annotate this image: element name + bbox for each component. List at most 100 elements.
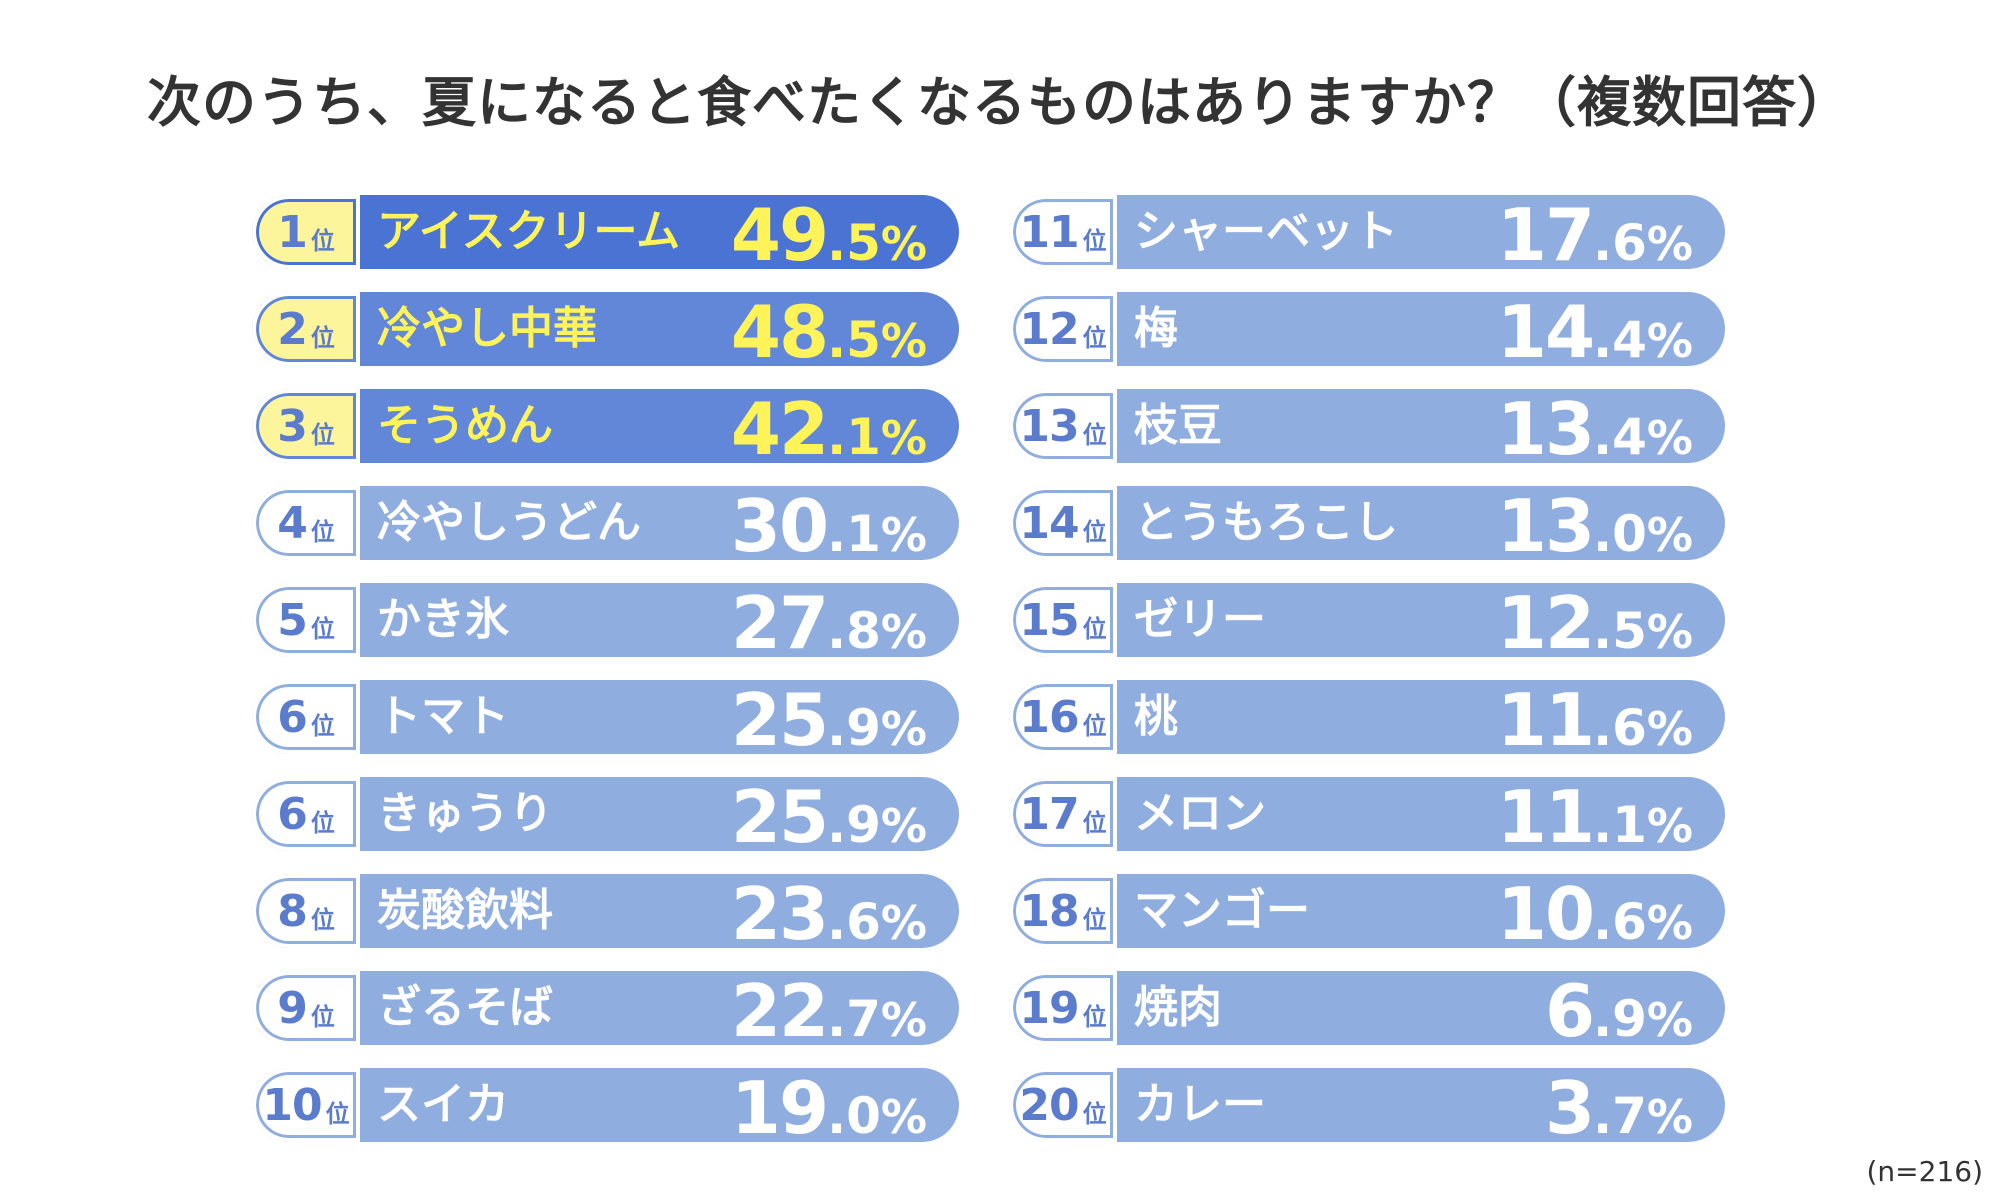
rank-suffix: 位 [310,323,335,352]
item-label: メロン [1134,788,1266,839]
rank-badge: 18 位 [1009,874,1117,948]
rank-number: 19 [1019,982,1079,1034]
rank-suffix: 位 [310,905,335,934]
rank-number: 11 [1019,206,1079,258]
rank-number: 18 [1019,885,1079,937]
value-dec: .4 [1593,311,1647,369]
item-label: 梅 [1134,303,1178,354]
rank-number: 13 [1019,400,1079,452]
rank-number: 10 [262,1079,322,1131]
rank-number: 1 [277,206,308,258]
ranking-row: 19 位焼肉 6.9% [1009,971,1725,1051]
ranking-row: 6 位きゅうり 25.9% [252,777,959,857]
ranking-row: 1 位アイスクリーム 49.5% [252,195,959,275]
value-pct: % [880,702,927,756]
value-pct: % [1646,314,1693,368]
percentage-value: 27.8% [731,583,927,663]
value-int: 13 [1496,387,1595,471]
ranking-row: 17 位メロン 11.1% [1009,777,1725,857]
value-dec: .5 [1593,602,1647,660]
rank-suffix: 位 [1082,420,1107,449]
rank-number: 17 [1019,788,1079,840]
value-pct: % [880,508,927,562]
value-int: 27 [730,581,829,665]
percentage-value: 11.1% [1497,777,1693,857]
item-label: 冷やしうどん [377,497,641,548]
percentage-value: 42.1% [731,389,927,469]
value-pct: % [1646,702,1693,756]
value-dec: .9 [827,699,881,757]
value-dec: .6 [1593,699,1647,757]
value-pct: % [880,799,927,853]
rank-number: 9 [277,982,308,1034]
value-pct: % [880,217,927,271]
rank-number: 5 [277,594,308,646]
ranking-row: 13 位枝豆 13.4% [1009,389,1725,469]
value-dec: .6 [1593,214,1647,272]
value-dec: .5 [827,214,881,272]
item-label: ゼリー [1134,594,1266,645]
value-pct: % [880,314,927,368]
value-pct: % [880,1090,927,1144]
value-int: 12 [1496,581,1595,665]
rank-badge: 16 位 [1009,680,1117,754]
ranking-row: 15 位ゼリー 12.5% [1009,583,1725,663]
value-int: 25 [730,775,829,859]
percentage-value: 23.6% [731,874,927,954]
ranking-column-left: 1 位アイスクリーム 49.5% 2 位冷やし中華 48.5% 3 位そうめん 42.1% 4 位冷… [252,195,959,1165]
rank-suffix: 位 [310,808,335,837]
value-int: 11 [1496,775,1595,859]
rank-badge: 17 位 [1009,777,1117,851]
item-label: マンゴー [1134,885,1310,936]
rank-suffix: 位 [1082,323,1107,352]
value-int: 11 [1496,678,1595,762]
rank-badge: 20 位 [1009,1068,1117,1142]
rank-suffix: 位 [1082,1099,1107,1128]
item-label: きゅうり [377,788,553,839]
rank-suffix: 位 [310,711,335,740]
percentage-value: 3.7% [1545,1068,1693,1148]
value-dec: .8 [827,602,881,660]
ranking-row: 20 位カレー 3.7% [1009,1068,1725,1148]
percentage-value: 49.5% [731,195,927,275]
rank-number: 15 [1019,594,1079,646]
value-pct: % [880,993,927,1047]
rank-number: 6 [277,691,308,743]
value-dec: .4 [1593,408,1647,466]
rank-suffix: 位 [310,226,335,255]
item-label: 枝豆 [1134,400,1222,451]
percentage-value: 13.0% [1497,486,1693,566]
percentage-value: 10.6% [1497,874,1693,954]
ranking-row: 3 位そうめん 42.1% [252,389,959,469]
percentage-value: 6.9% [1545,971,1693,1051]
percentage-value: 30.1% [731,486,927,566]
percentage-value: 13.4% [1497,389,1693,469]
rank-number: 2 [277,303,308,355]
value-dec: .6 [1593,893,1647,951]
ranking-row: 11 位シャーベット 17.6% [1009,195,1725,275]
value-pct: % [1646,799,1693,853]
rank-suffix: 位 [1082,517,1107,546]
item-label: スイカ [377,1079,509,1130]
value-dec: .7 [827,990,881,1048]
value-dec: .1 [1593,796,1647,854]
value-int: 14 [1496,290,1595,374]
percentage-value: 12.5% [1497,583,1693,663]
value-pct: % [1646,1090,1693,1144]
sample-size-note: (n=216) [1866,1155,1984,1188]
value-int: 42 [730,387,829,471]
rank-number: 4 [277,497,308,549]
percentage-value: 19.0% [731,1068,927,1148]
rank-suffix: 位 [1082,226,1107,255]
rank-number: 6 [277,788,308,840]
percentage-value: 17.6% [1497,195,1693,275]
value-pct: % [1646,896,1693,950]
value-dec: .6 [827,893,881,951]
